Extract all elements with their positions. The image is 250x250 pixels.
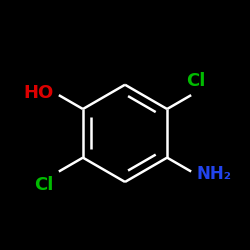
Text: HO: HO <box>24 84 54 102</box>
Text: Cl: Cl <box>34 176 54 194</box>
Text: NH₂: NH₂ <box>196 164 231 182</box>
Text: Cl: Cl <box>186 72 206 90</box>
